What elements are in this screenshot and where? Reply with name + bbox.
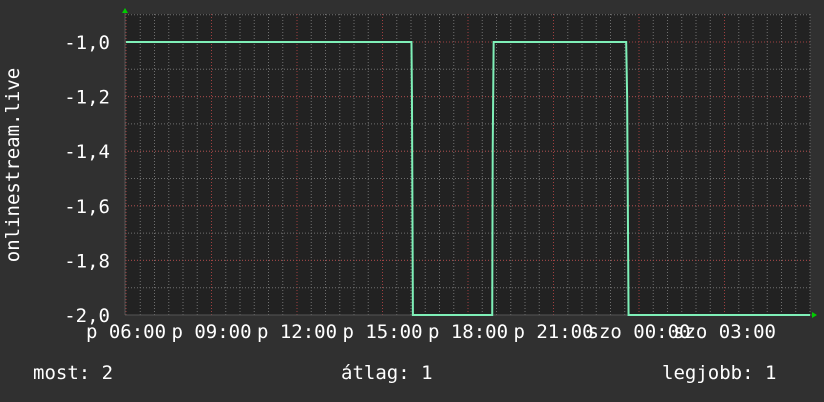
x-tick-label: p 18:00: [428, 321, 508, 343]
legend-best: legjobb: 1: [662, 362, 777, 384]
x-tick-label: p 12:00: [257, 321, 337, 343]
x-tick-label: p 06:00: [86, 321, 166, 343]
y-tick-label: -1,6: [64, 196, 110, 218]
x-tick-label: p 15:00: [342, 321, 422, 343]
y-tick-label: -1,4: [64, 141, 110, 163]
series-line: [126, 41, 810, 316]
x-tick-label: p 09:00: [171, 321, 251, 343]
y-tick-label: -2,0: [64, 305, 110, 327]
y-tick-label: -1,2: [64, 87, 110, 109]
legend-average: átlag: 1: [341, 362, 433, 384]
x-tick-label: szo 03:00: [673, 321, 776, 343]
x-tick-label: p 21:00: [513, 321, 593, 343]
legend-current: most: 2: [33, 362, 114, 384]
x-axis-arrow-icon: [812, 312, 817, 318]
y-tick-label: -1,8: [64, 250, 110, 272]
y-axis-arrow-icon: [122, 8, 128, 13]
y-axis-label: onlinestream.live: [2, 68, 24, 262]
y-tick-label: -1,0: [64, 32, 110, 54]
x-tick-label: szo 00:00: [588, 321, 691, 343]
